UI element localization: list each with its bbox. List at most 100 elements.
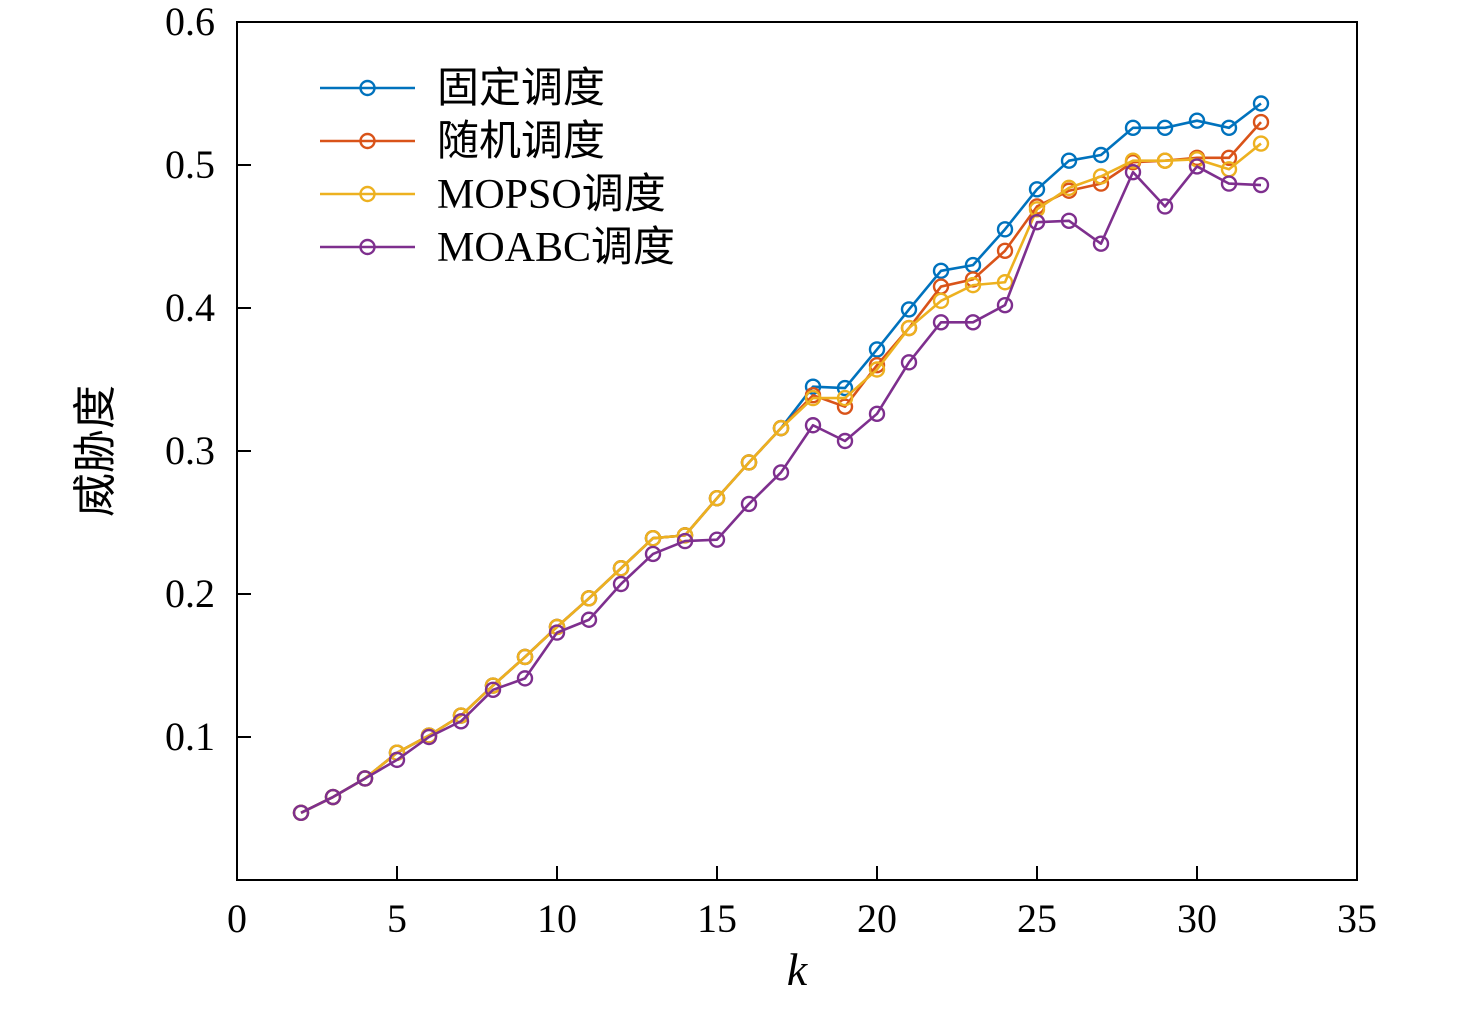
series-line-mopso [300, 142, 1262, 814]
data-point-moabc [548, 624, 566, 641]
data-point-fixed [1028, 181, 1046, 198]
data-point-moabc [964, 314, 982, 331]
data-point-moabc [516, 670, 534, 687]
legend-item-fixed: 固定调度 [320, 65, 605, 112]
data-point-mopso [644, 530, 662, 547]
data-point-mopso [932, 292, 950, 310]
data-point-random [1252, 113, 1270, 131]
y-axis: 0.1 0.2 0.3 0.4 0.5 0.6 [165, 0, 251, 759]
series-moabc [292, 158, 1270, 821]
x-tick-label: 30 [1177, 896, 1217, 941]
data-point-mopso [964, 276, 982, 294]
data-point-moabc [292, 804, 310, 821]
data-point-mopso [516, 648, 534, 666]
data-point-fixed [900, 301, 918, 318]
data-point-moabc [420, 728, 438, 746]
data-point-moabc [612, 575, 630, 593]
data-point-fixed [836, 379, 854, 397]
y-tick-label: 0.6 [165, 0, 215, 44]
data-point-mopso [612, 560, 630, 577]
data-point-mopso [868, 361, 886, 378]
legend-item-moabc: MOABC调度 [320, 225, 675, 271]
data-point-mopso [772, 419, 790, 437]
data-point-moabc [740, 495, 758, 513]
data-point-moabc [356, 770, 374, 787]
data-point-fixed [1124, 119, 1142, 137]
data-point-random [1220, 149, 1238, 167]
data-point-fixed [1252, 95, 1270, 112]
data-point-fixed [1188, 112, 1206, 129]
legend-label-mopso: MOPSO调度 [437, 172, 666, 218]
data-point-fixed [1060, 152, 1078, 169]
data-point-fixed [932, 262, 950, 280]
data-point-mopso [836, 389, 854, 407]
x-axis-label: k [787, 944, 809, 995]
x-tick-label: 35 [1337, 896, 1377, 941]
data-point-random [836, 398, 854, 415]
data-point-random [996, 242, 1014, 260]
data-point-mopso [1252, 135, 1270, 152]
x-tick-label: 15 [697, 896, 737, 941]
x-tick-label: 10 [537, 896, 577, 941]
data-point-mopso [484, 677, 502, 694]
data-point-fixed [1220, 119, 1238, 137]
legend-item-mopso: MOPSO调度 [320, 172, 666, 218]
data-point-moabc [836, 432, 854, 450]
data-point-moabc [1092, 235, 1110, 252]
data-point-moabc [1188, 158, 1206, 175]
data-point-moabc [676, 532, 694, 550]
data-point-moabc [708, 531, 726, 548]
data-point-mopso [804, 389, 822, 407]
legend-marker-fixed [359, 79, 376, 97]
x-tick-label: 0 [227, 896, 247, 941]
data-point-mopso [708, 489, 726, 507]
data-point-fixed [804, 378, 822, 395]
data-point-fixed [1156, 119, 1174, 137]
data-point-moabc [804, 417, 822, 434]
data-point-moabc [484, 681, 502, 699]
x-tick-label: 20 [857, 896, 897, 941]
data-point-mopso [1156, 152, 1174, 169]
data-point-fixed [868, 341, 886, 358]
data-point-moabc [932, 314, 950, 331]
data-point-moabc [868, 405, 886, 423]
data-point-moabc [452, 713, 470, 730]
legend-marker-mopso [359, 185, 376, 203]
data-point-mopso [900, 319, 918, 337]
data-point-moabc [324, 788, 342, 806]
data-point-mopso [580, 590, 598, 607]
legend-marker-random [359, 132, 376, 150]
y-tick-label: 0.1 [165, 714, 215, 759]
data-point-mopso [1060, 179, 1078, 197]
data-point-mopso [1124, 152, 1142, 169]
y-tick-label: 0.5 [165, 142, 215, 187]
data-point-fixed [1092, 146, 1110, 164]
data-point-moabc [1252, 176, 1270, 194]
y-tick-label: 0.2 [165, 571, 215, 616]
data-point-moabc [388, 751, 406, 769]
legend-item-random: 随机调度 [320, 119, 605, 165]
x-tick-label: 5 [387, 896, 407, 941]
data-point-moabc [996, 296, 1014, 314]
y-tick-label: 0.3 [165, 428, 215, 473]
data-point-random [868, 357, 886, 374]
data-point-moabc [1124, 163, 1142, 181]
data-point-mopso [996, 274, 1014, 291]
series-line-moabc [300, 165, 1262, 814]
data-point-moabc [644, 545, 662, 563]
data-point-moabc [580, 611, 598, 628]
x-axis: 0 5 10 15 20 25 30 35 [227, 866, 1377, 941]
legend-marker-moabc [359, 238, 376, 256]
data-point-moabc [900, 354, 918, 371]
legend-label-fixed: 固定调度 [437, 65, 605, 112]
data-point-mopso [1092, 168, 1110, 185]
legend-label-moabc: MOABC调度 [437, 225, 675, 271]
x-tick-label: 25 [1017, 896, 1057, 941]
data-point-moabc [1220, 175, 1238, 192]
data-point-moabc [772, 464, 790, 481]
data-point-moabc [1156, 198, 1174, 215]
y-tick-label: 0.4 [165, 285, 215, 330]
